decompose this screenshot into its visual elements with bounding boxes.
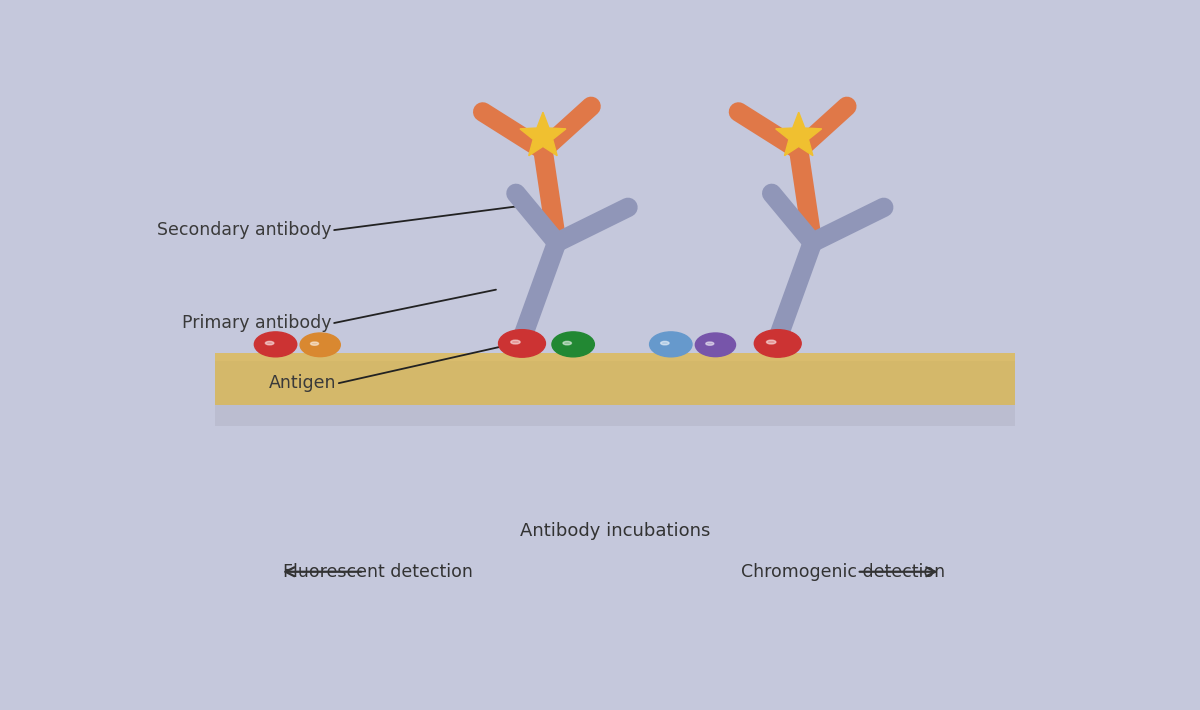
Bar	[215, 353, 1015, 361]
Circle shape	[695, 333, 736, 356]
Bar	[215, 353, 1015, 405]
Circle shape	[498, 329, 546, 357]
Polygon shape	[775, 112, 822, 155]
Ellipse shape	[511, 340, 520, 344]
Circle shape	[254, 332, 296, 357]
Text: Antigen: Antigen	[269, 374, 336, 392]
Text: Fluorescent detection: Fluorescent detection	[283, 563, 473, 581]
Polygon shape	[520, 112, 566, 155]
Text: Antibody incubations: Antibody incubations	[520, 522, 710, 540]
Ellipse shape	[265, 342, 274, 345]
Circle shape	[649, 332, 692, 357]
Ellipse shape	[311, 342, 318, 345]
Text: Chromogenic detection: Chromogenic detection	[740, 563, 944, 581]
Ellipse shape	[661, 342, 670, 345]
Text: Secondary antibody: Secondary antibody	[157, 221, 331, 239]
Ellipse shape	[563, 342, 571, 345]
Circle shape	[552, 332, 594, 357]
Circle shape	[755, 329, 802, 357]
Circle shape	[300, 333, 341, 356]
Ellipse shape	[706, 342, 714, 345]
Text: Primary antibody: Primary antibody	[182, 314, 331, 332]
Bar	[215, 405, 1015, 426]
Ellipse shape	[767, 340, 776, 344]
